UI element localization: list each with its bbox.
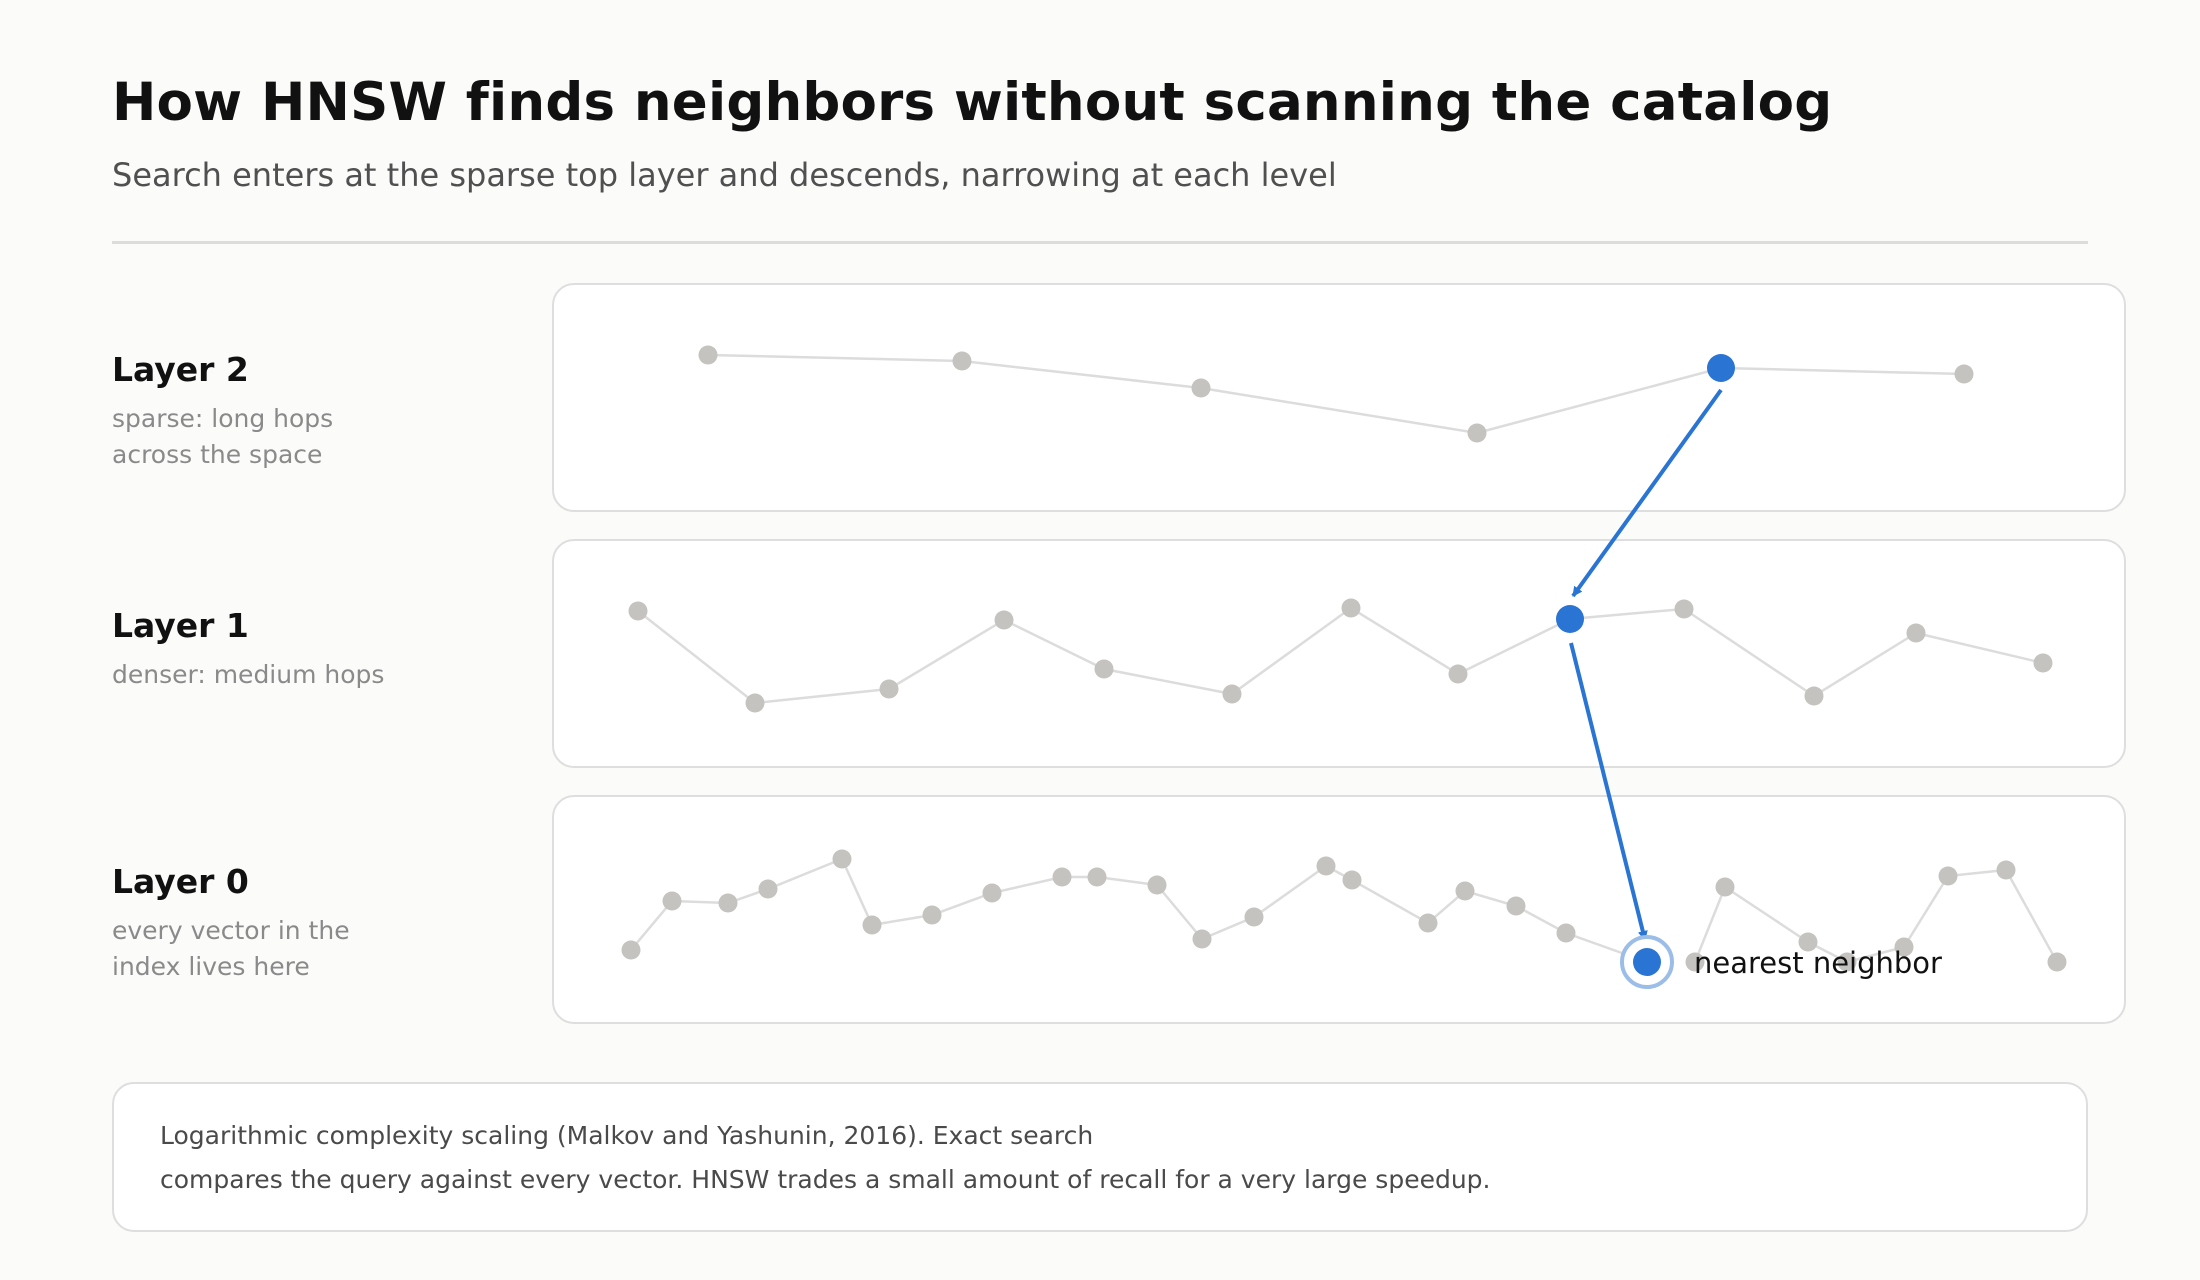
layer-0-node [862,915,882,935]
footnote-line: compares the query against every vector.… [160,1165,1491,1194]
page-subtitle: Search enters at the sparse top layer an… [112,156,1337,194]
layer-1-node [1804,686,1824,706]
layer-1-node [745,693,765,713]
layer-0-label: Layer 0 every vector in the index lives … [112,862,350,985]
layer-1-node [994,610,1014,630]
layer-2-node [698,345,718,365]
layer-0-node [1715,877,1735,897]
footnote-line: Logarithmic complexity scaling (Malkov a… [160,1121,1094,1150]
layer-2-description: sparse: long hops across the space [112,401,333,473]
layer-0-node [1685,952,1705,972]
header-divider [112,241,2088,244]
layer-0-node [1455,881,1475,901]
layer-2-desc-line: across the space [112,440,323,469]
layer-0-node [1938,866,1958,886]
layer-0-node [1192,929,1212,949]
layer-0-node [1798,932,1818,952]
layer-2-node [1191,378,1211,398]
layer-0-node [1556,923,1576,943]
search-path [1569,388,1723,941]
layer-1-node [1341,598,1361,618]
layer-0-node [758,879,778,899]
footnote-box: Logarithmic complexity scaling (Malkov a… [112,1082,2088,1232]
layer-0-node [982,883,1002,903]
layer-1-node [1222,684,1242,704]
layer-1-label: Layer 1 denser: medium hops [112,606,384,693]
layer-1-desc-line: denser: medium hops [112,660,385,689]
layer-1-node [879,679,899,699]
layer-0-node [1342,870,1362,890]
layer-1-node [1906,623,1926,643]
layer-0-description: every vector in the index lives here [112,913,350,985]
page-title: How HNSW finds neighbors without scannin… [112,72,1833,133]
layer-2-edge [707,353,1965,435]
layer-1-name: Layer 1 [112,606,249,645]
layer-0-panel [552,795,2126,1024]
layer-0-node [832,849,852,869]
layer-1-panel [552,539,2126,768]
layer-0-node [1506,896,1526,916]
layer-0-node [2047,952,2067,972]
layer-2-node [1467,423,1487,443]
layer-0-node [1837,952,1857,972]
graph-nodes [621,345,2067,989]
layer-0-desc-line: every vector in the [112,916,350,945]
layer-2-panel [552,283,2126,512]
layer-1-node [2033,653,2053,673]
nearest-neighbor-label: nearest neighbor [1694,946,1942,980]
layer-0-node [1316,856,1336,876]
layer-0-visited-node [1633,948,1661,976]
layer-2-node [1954,364,1974,384]
descent-arrow-1 [1571,388,1723,598]
layer-0-node [1052,867,1072,887]
layer-0-node [922,905,942,925]
layer-1-visited-node [1556,605,1584,633]
layer-0-node [1894,937,1914,957]
layer-0-name: Layer 0 [112,862,249,901]
layer-0-edge [630,857,1648,964]
layer-0-node [1996,860,2016,880]
layer-2-name: Layer 2 [112,350,249,389]
layer-0-node [1244,907,1264,927]
layer-0-node [1418,913,1438,933]
layer-2-visited-node [1707,354,1735,382]
layer-0-node [662,891,682,911]
layer-0-edge [1693,868,2059,964]
layer-1-edge [637,606,2044,705]
descent-arrow-2 [1569,642,1648,941]
layer-0-node [718,893,738,913]
layer-0-node [1147,875,1167,895]
layer-2-desc-line: sparse: long hops [112,404,334,433]
layer-0-node [621,940,641,960]
layer-1-node [1448,664,1468,684]
layer-1-node [1094,659,1114,679]
layer-0-node [1087,867,1107,887]
layer-0-desc-line: index lives here [112,952,310,981]
layer-2-node [952,351,972,371]
layer-1-description: denser: medium hops [112,657,384,693]
layer-2-label: Layer 2 sparse: long hops across the spa… [112,350,333,473]
layer-1-node [1674,599,1694,619]
graph-edges [630,353,2059,964]
layer-1-node [628,601,648,621]
